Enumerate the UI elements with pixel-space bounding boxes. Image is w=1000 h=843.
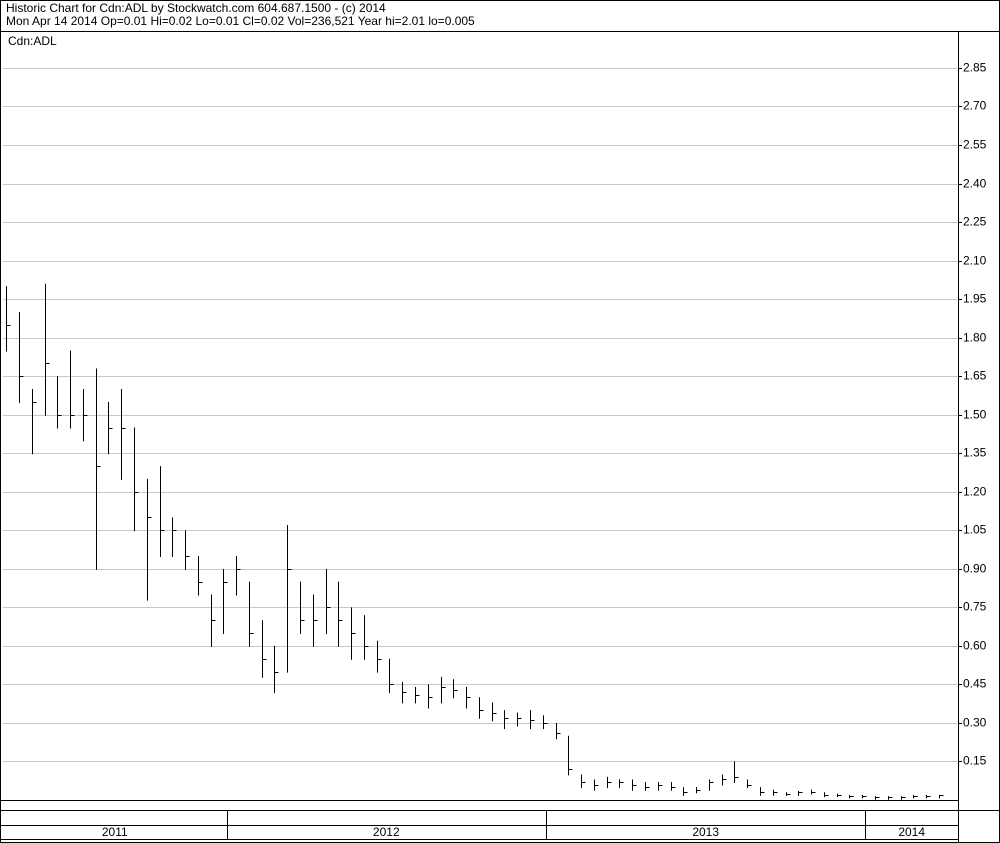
series-label: Cdn:ADL bbox=[8, 34, 57, 48]
x-tick-label: 2012 bbox=[373, 825, 400, 839]
y-tick-label: 0.45 bbox=[963, 677, 987, 691]
y-tick-label: 0.90 bbox=[963, 562, 987, 576]
y-tick-label: 2.10 bbox=[963, 254, 987, 268]
y-tick-label: 1.65 bbox=[963, 369, 987, 383]
chart-title: Historic Chart for Cdn:ADL by Stockwatch… bbox=[6, 1, 386, 15]
x-tick-label: 2011 bbox=[102, 825, 128, 839]
y-tick-label: 2.25 bbox=[963, 215, 987, 229]
y-tick-label: 1.05 bbox=[963, 523, 987, 537]
y-tick-label: 1.50 bbox=[963, 408, 987, 422]
chart-subtitle: Mon Apr 14 2014 Op=0.01 Hi=0.02 Lo=0.01 … bbox=[6, 14, 475, 28]
y-tick-label: 2.40 bbox=[963, 177, 987, 191]
y-tick-label: 1.20 bbox=[963, 485, 987, 499]
y-tick-label: 2.70 bbox=[963, 99, 987, 113]
y-tick-label: 1.95 bbox=[963, 292, 987, 306]
x-tick-label: 2013 bbox=[692, 825, 719, 839]
y-tick-label: 2.55 bbox=[963, 138, 987, 152]
y-tick-label: 0.15 bbox=[963, 754, 987, 768]
y-tick-label: 0.60 bbox=[963, 639, 987, 653]
x-tick-label: 2014 bbox=[898, 825, 925, 839]
y-tick-label: 1.35 bbox=[963, 446, 987, 460]
y-tick-label: 2.85 bbox=[963, 61, 987, 75]
y-tick-label: 1.80 bbox=[963, 331, 987, 345]
y-tick-label: 0.30 bbox=[963, 716, 987, 730]
y-tick-label: 0.75 bbox=[963, 600, 987, 614]
